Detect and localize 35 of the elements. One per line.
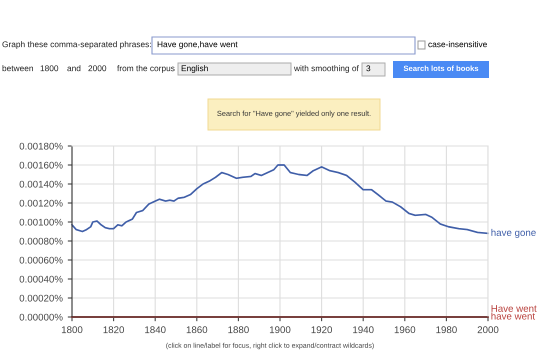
y-tick-label: 0.00180% (20, 142, 63, 150)
y-tick-label: 0.00000% (20, 314, 63, 321)
x-tick-label: 1920 (312, 326, 332, 334)
x-tick-label: 2000 (478, 326, 498, 334)
x-tick-label: 1940 (353, 326, 374, 334)
text: between (2, 65, 33, 72)
x-tick-label: 1900 (270, 326, 290, 334)
y-tick-label: 0.00160% (20, 162, 63, 169)
text: and (67, 65, 80, 72)
x-tick-label: 1800 (62, 326, 82, 334)
text: Graph these comma-separated phrases: (2, 41, 151, 49)
series-label: Have went (492, 305, 537, 312)
text: Have gone,have went (158, 41, 238, 49)
x-tick-label: 1860 (186, 326, 208, 334)
x-tick-label: 1960 (394, 326, 416, 334)
text: 3 (366, 65, 370, 72)
text: 2000 (88, 65, 106, 72)
y-tick-label: 0.00020% (20, 294, 63, 302)
series-label: have went (491, 312, 536, 320)
y-tick-label: 0.00140% (20, 180, 63, 188)
text: 1800 (40, 65, 58, 72)
text: from the corpus (117, 65, 175, 73)
text: with smoothing of (294, 65, 359, 73)
y-tick-label: 0.00040% (20, 276, 63, 283)
x-tick-label: 1840 (145, 326, 166, 334)
text: case-insensitive (428, 41, 487, 48)
y-tick-label: 0.00100% (20, 218, 63, 226)
text: English (182, 65, 208, 73)
y-tick-label: 0.00080% (20, 238, 63, 245)
y-tick-label: 0.00120% (20, 200, 63, 207)
y-tick-label: 0.00060% (20, 256, 63, 264)
x-tick-label: 1880 (228, 326, 249, 334)
series-label: have gone (491, 228, 536, 238)
x-tick-label: 1820 (104, 326, 124, 334)
x-tick-label: 1980 (436, 326, 457, 334)
